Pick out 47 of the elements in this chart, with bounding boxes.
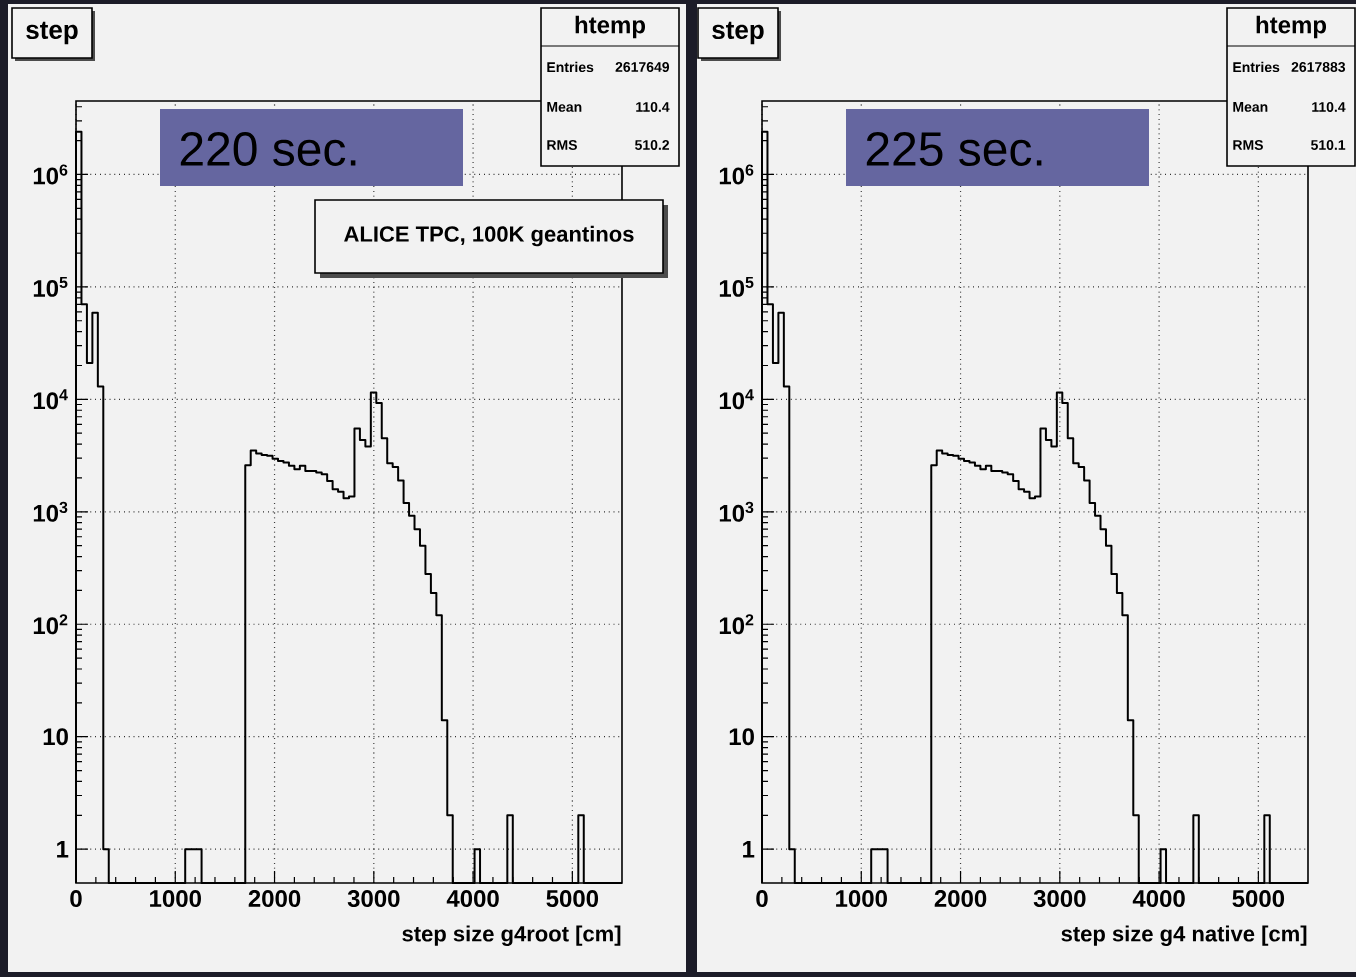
y-tick-label: 1 <box>57 840 69 858</box>
text: htemp <box>575 15 646 39</box>
text: 110.4 <box>1312 102 1346 112</box>
annotation: Mean <box>1233 102 1268 112</box>
y-tick-label: 10$^{5}$ <box>33 276 68 297</box>
x-tick-label: 0 <box>70 890 82 908</box>
y-tick-label: 10$^{4}$ <box>33 389 68 410</box>
annotation: RMS <box>547 140 577 150</box>
x-tick-label: 5000 <box>546 890 599 908</box>
y-tick-label: 10$^{3}$ <box>719 501 754 522</box>
y-tick-label: 1 <box>743 840 755 858</box>
annotation: RMS <box>1233 140 1263 150</box>
text: 2617649 <box>615 62 670 72</box>
text: 510.1 <box>1311 140 1346 150</box>
x-tick-label: 5000 <box>1232 890 1285 908</box>
annotation: ALICE TPC, 100K geantinos <box>344 225 634 247</box>
y-tick-label: 10$^{5}$ <box>719 276 754 297</box>
x-tick-label: 2000 <box>934 890 987 908</box>
x-tick-label: 3000 <box>347 890 400 908</box>
y-tick-label: 10$^{4}$ <box>719 389 754 410</box>
y-tick-label: 10$^{6}$ <box>719 164 754 185</box>
chart-title: step <box>26 21 78 45</box>
annotation: 225 sec. <box>866 132 1042 166</box>
text: 510.2 <box>635 140 670 150</box>
x-tick-label: 2000 <box>248 890 301 908</box>
annotation: 220 sec. <box>180 132 356 166</box>
text: htemp <box>1256 15 1327 39</box>
x-tick-label: 1000 <box>836 890 887 908</box>
x-tick-label: 0 <box>756 890 768 908</box>
text: Entries <box>547 61 594 73</box>
y-tick-label: 10 <box>729 728 754 746</box>
y-tick-label: 10$^{3}$ <box>33 501 68 522</box>
y-tick-label: 10$^{2}$ <box>719 614 754 635</box>
x-tick-label: 1000 <box>150 890 201 908</box>
x-tick-label: 4000 <box>1132 890 1185 908</box>
annotation: Mean <box>547 102 582 112</box>
x-tick-label: 3000 <box>1033 890 1086 908</box>
y-tick-label: 10$^{2}$ <box>33 614 68 635</box>
text: 2617883 <box>1291 62 1346 72</box>
text: 110.4 <box>636 102 670 112</box>
x-axis-title: step size g4root [cm] <box>402 925 621 946</box>
text: Entries <box>1233 61 1280 73</box>
chart-title: step <box>712 21 764 45</box>
y-tick-label: 10$^{6}$ <box>33 164 68 185</box>
x-axis-title: step size g4 native [cm] <box>1061 925 1307 946</box>
x-tick-label: 4000 <box>446 890 499 908</box>
y-tick-label: 10 <box>43 728 68 746</box>
